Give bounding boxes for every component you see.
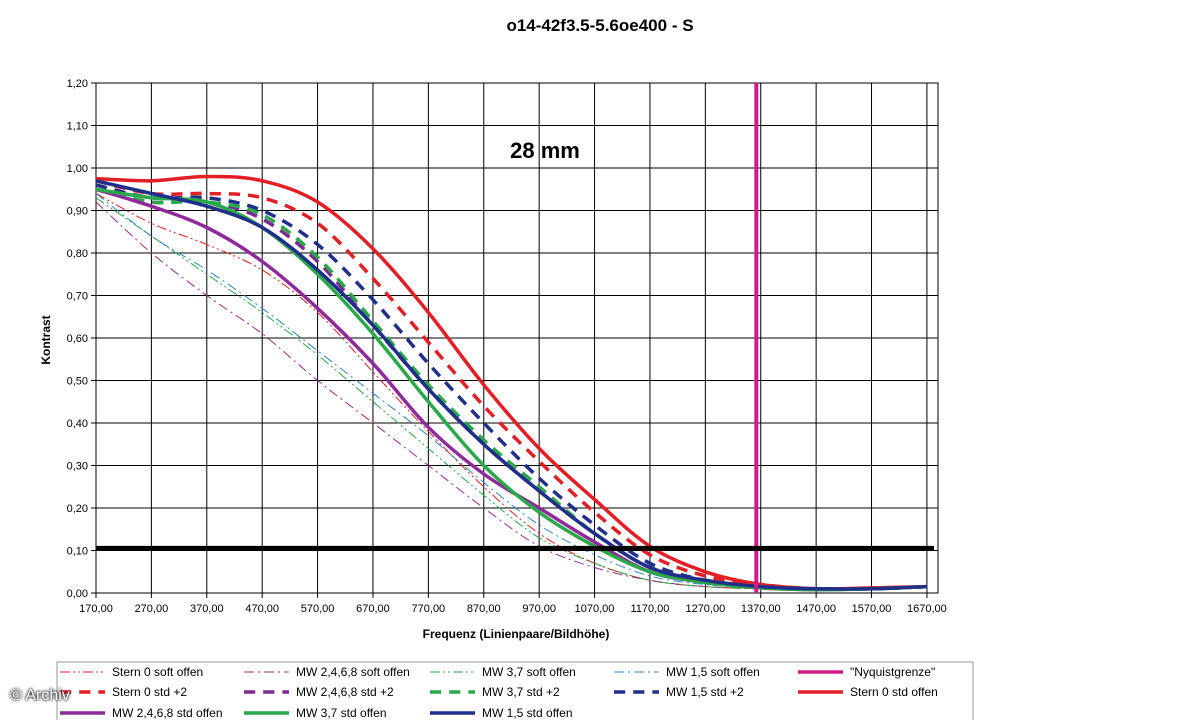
x-tick-label: 1470,00 xyxy=(796,603,836,615)
legend-label: "Nyquistgrenze" xyxy=(850,665,935,679)
legend-label: Stern 0 std offen xyxy=(850,685,938,699)
y-tick-label: 0,20 xyxy=(67,503,88,515)
x-tick-label: 870,00 xyxy=(467,603,501,615)
x-tick-label: 670,00 xyxy=(356,603,390,615)
y-tick-label: 1,20 xyxy=(67,78,88,90)
series-line-mw-1-5-std-offen xyxy=(95,179,927,591)
legend-label: MW 1,5 soft offen xyxy=(666,665,760,679)
y-tick-label: 0,40 xyxy=(67,418,88,430)
x-tick-label: 470,00 xyxy=(245,603,279,615)
y-tick-label: 0,50 xyxy=(67,376,88,388)
legend-label: MW 3,7 soft offen xyxy=(482,665,576,679)
x-tick-label: 1670,00 xyxy=(907,603,947,615)
legend-label: MW 3,7 std offen xyxy=(296,706,387,720)
legend-label: MW 3,7 std +2 xyxy=(482,685,560,699)
y-tick-label: 0,10 xyxy=(67,546,88,558)
y-tick-label: 0,70 xyxy=(67,291,88,303)
y-tick-label: 0,30 xyxy=(67,461,88,473)
x-tick-label: 1270,00 xyxy=(685,603,725,615)
x-tick-label: 1370,00 xyxy=(741,603,781,615)
focal-length-annotation: 28 mm xyxy=(510,138,580,163)
y-tick-label: 0,90 xyxy=(67,206,88,218)
y-tick-label: 0,60 xyxy=(67,333,88,345)
legend-label: MW 1,5 std +2 xyxy=(666,685,744,699)
x-axis-label: Frequenz (Linienpaare/Bildhöhe) xyxy=(423,627,610,641)
x-tick-label: 570,00 xyxy=(301,603,335,615)
y-tick-label: 1,00 xyxy=(67,163,88,175)
x-tick-label: 1170,00 xyxy=(630,603,669,615)
y-axis-label: Kontrast xyxy=(39,315,53,364)
legend-label: Stern 0 std +2 xyxy=(112,685,187,699)
x-tick-label: 170,00 xyxy=(79,603,113,615)
x-tick-label: 770,00 xyxy=(412,603,446,615)
legend-label: Stern 0 soft offen xyxy=(112,665,203,679)
legend-label: MW 2,4,6,8 soft offen xyxy=(296,665,410,679)
x-tick-label: 370,00 xyxy=(190,603,224,615)
legend-label: MW 2,4,6,8 std +2 xyxy=(296,685,394,699)
legend-label: MW 1,5 std offen xyxy=(482,706,573,720)
y-tick-label: 0,00 xyxy=(67,588,88,600)
y-tick-label: 0,80 xyxy=(67,248,88,260)
legend-label: MW 2,4,6,8 std offen xyxy=(112,706,223,720)
x-tick-label: 1070,00 xyxy=(575,603,615,615)
x-tick-label: 270,00 xyxy=(135,603,169,615)
reference-lines xyxy=(96,83,934,593)
x-tick-label: 1570,00 xyxy=(852,603,892,615)
series-lines xyxy=(95,174,927,592)
x-tick-label: 970,00 xyxy=(522,603,556,615)
y-tick-label: 1,10 xyxy=(67,121,88,133)
chart-title: o14-42f3.5-5.6oe400 - S xyxy=(506,16,693,35)
y-tick-labels: 0,00 0,10 0,20 0,30 0,40 0,50 0,60 0,70 0,80 0,90… xyxy=(67,78,88,600)
copyright-watermark: © Archiv xyxy=(10,687,70,704)
legend: Stern 0 soft offen MW 2,4,6,8 soft offen M… xyxy=(60,665,938,720)
x-tick-labels: 170,00 270,00 370,00 470,00 570,00 670,00 770,… xyxy=(79,603,947,615)
